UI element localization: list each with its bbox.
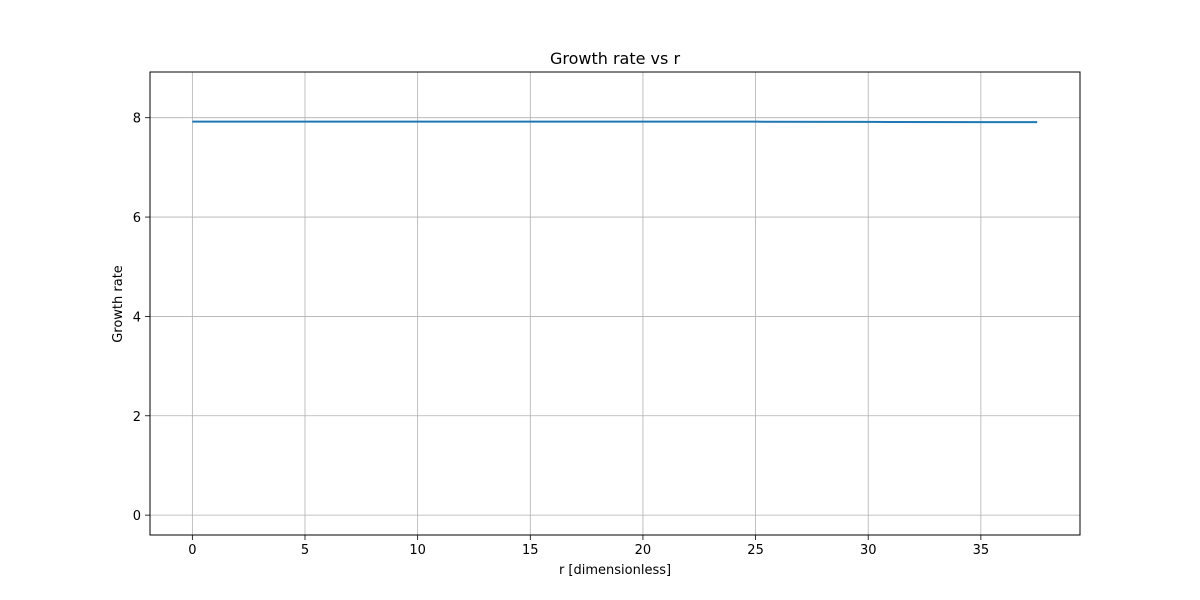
plot-area <box>149 71 1081 536</box>
x-tick-label: 15 <box>522 543 539 558</box>
x-axis-label: r [dimensionless] <box>559 563 671 578</box>
chart-title: Growth rate vs r <box>550 49 680 68</box>
y-tick-label: 8 <box>133 112 141 127</box>
y-tick-label: 4 <box>133 310 141 325</box>
y-axis: 0 2 4 6 8 <box>133 112 150 524</box>
x-tick-label: 0 <box>188 543 196 558</box>
y-axis-label: Growth rate <box>111 265 126 343</box>
x-tick-label: 35 <box>973 543 990 558</box>
x-tick-label: 5 <box>301 543 309 558</box>
y-tick-label: 2 <box>133 410 141 425</box>
x-tick-label: 20 <box>635 543 652 558</box>
x-axis: 0 5 10 15 20 25 30 35 <box>188 535 989 558</box>
x-tick-label: 30 <box>860 543 877 558</box>
grid <box>150 72 1080 535</box>
y-tick-label: 6 <box>133 211 141 226</box>
y-tick-label: 0 <box>133 509 141 524</box>
x-tick-label: 10 <box>409 543 426 558</box>
x-tick-label: 25 <box>747 543 764 558</box>
